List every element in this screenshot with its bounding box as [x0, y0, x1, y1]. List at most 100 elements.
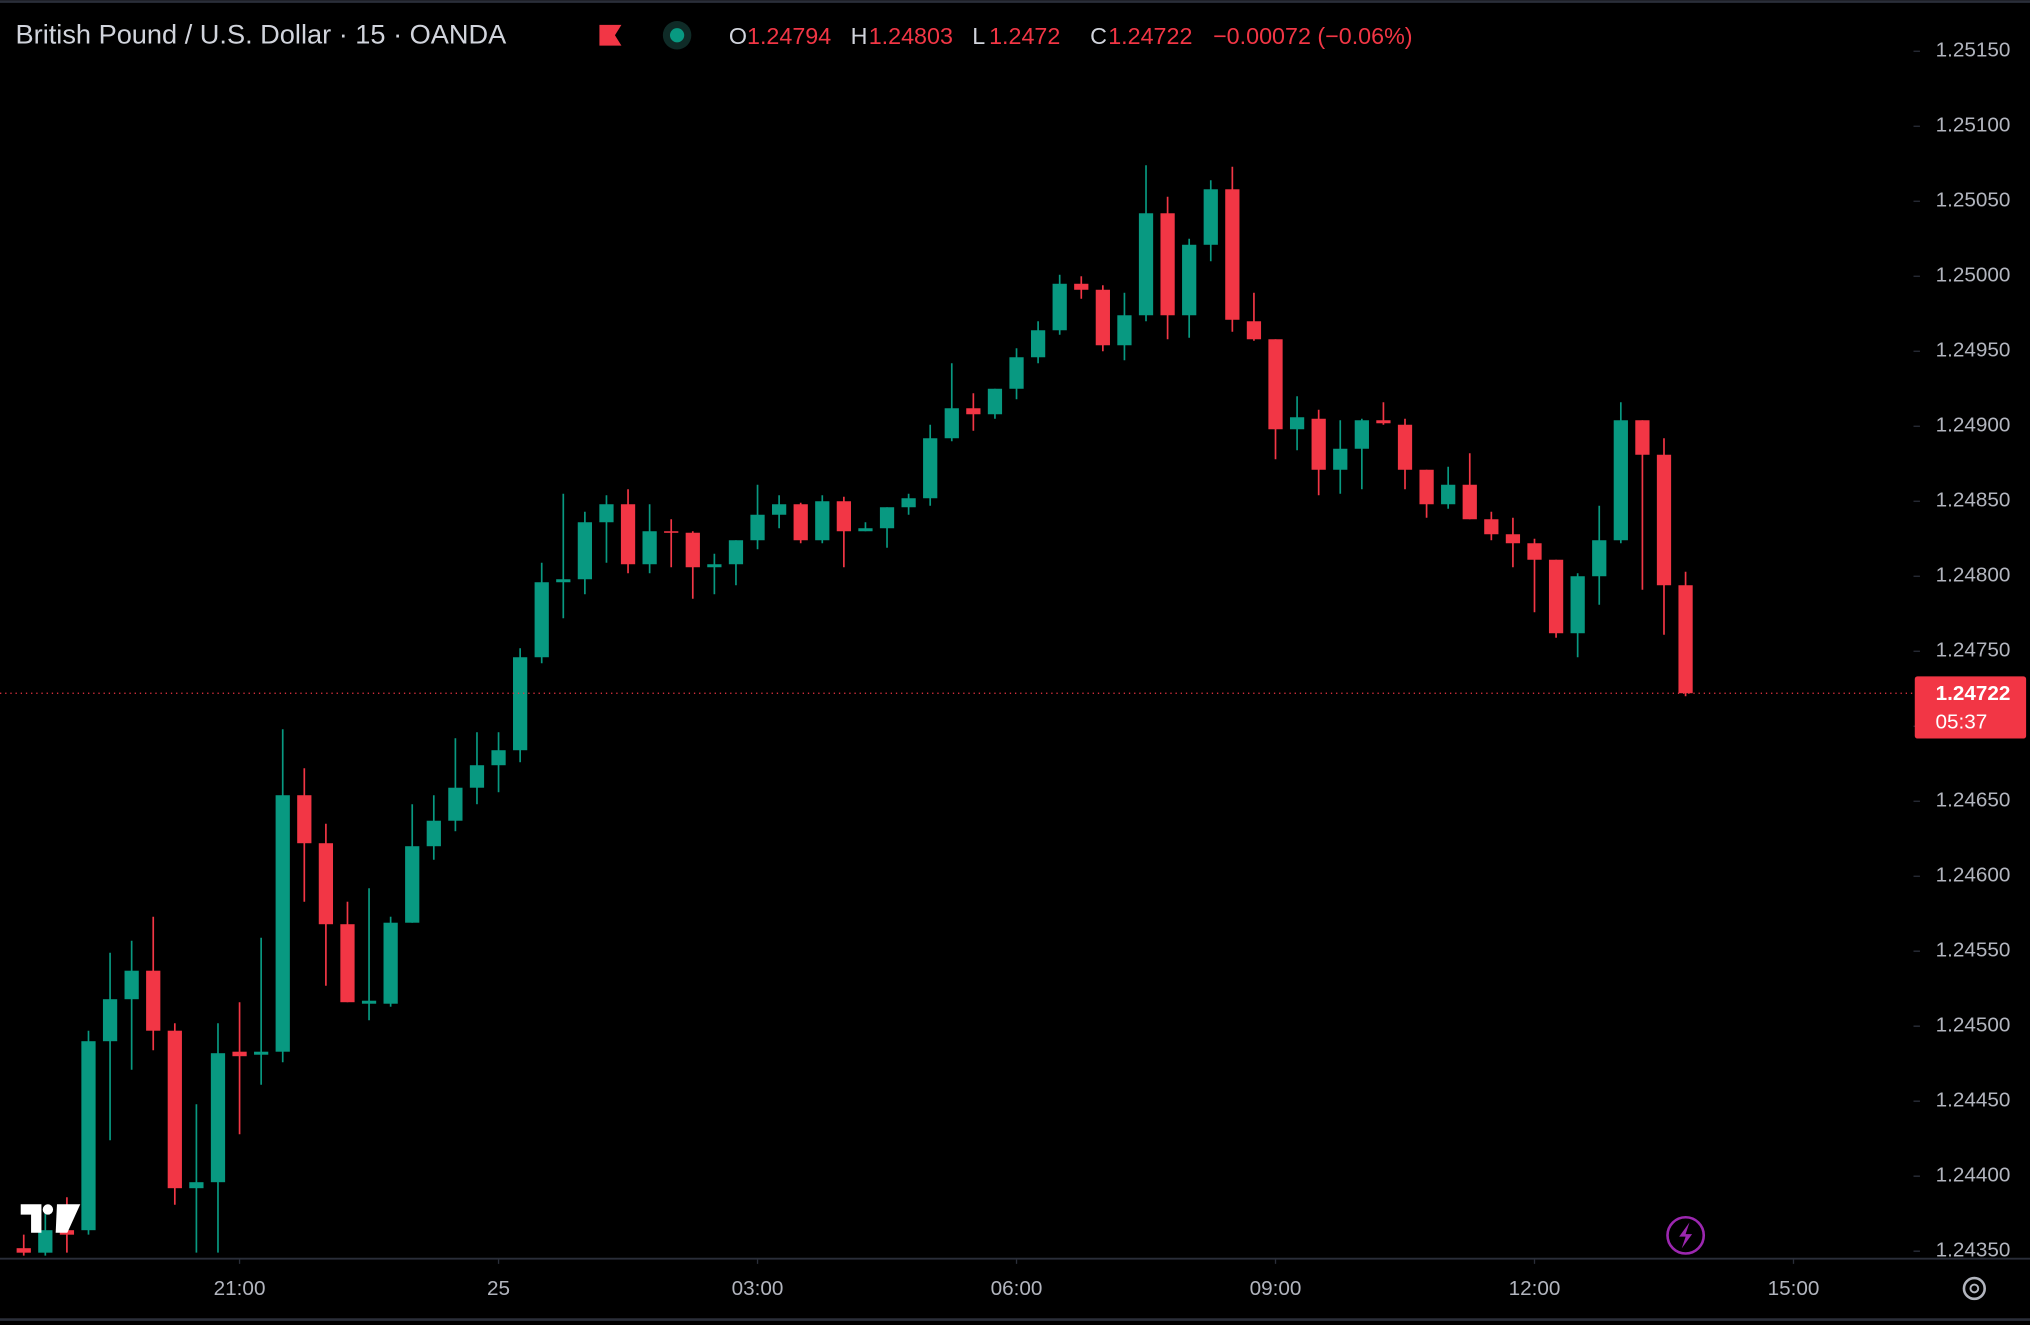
ohlc-value: 1.24794 [747, 23, 831, 49]
candle-body [1505, 534, 1521, 544]
flag-icon[interactable] [599, 24, 622, 46]
y-tick-label: 1.24900 [1936, 414, 2011, 437]
x-tick-label: 15:00 [1768, 1277, 1820, 1300]
settings-button[interactable] [1962, 1276, 1986, 1301]
candle-body [815, 501, 830, 541]
candle-body [879, 507, 895, 529]
y-tick-label: 1.25100 [1936, 114, 2011, 137]
candle-body [1311, 418, 1326, 470]
countdown: 05:37 [1935, 710, 1987, 733]
ohlc-letter: L [972, 23, 985, 49]
candle-body [577, 522, 593, 580]
candle-body [728, 540, 744, 565]
y-tick-label: 1.24950 [1936, 339, 2011, 362]
candle-body [1635, 420, 1650, 455]
candle-body [1246, 321, 1262, 340]
ohlc-letter: C [1090, 23, 1107, 49]
candle-body [1225, 189, 1240, 320]
candle-body [534, 582, 549, 658]
candle-body [210, 1053, 226, 1183]
candle-body [38, 1230, 53, 1253]
candle-body [318, 843, 334, 925]
candle-body [469, 765, 485, 788]
ohlc-letter: O [729, 23, 747, 49]
candle-body [1289, 417, 1305, 430]
ohlc-value: 1.2472 [989, 23, 1060, 49]
candle-body [1376, 420, 1391, 424]
price-tag-value: 1.24722 [1936, 682, 2011, 705]
candle-body [556, 579, 571, 583]
candle-body [685, 532, 700, 568]
y-tick-label: 1.24600 [1936, 864, 2011, 887]
status-dot[interactable] [669, 28, 685, 43]
candle-body [1397, 424, 1413, 470]
candle-body [81, 1041, 96, 1231]
y-tick-label: 1.24500 [1936, 1014, 2011, 1037]
candle-body [124, 970, 139, 1000]
candle-body [771, 504, 787, 515]
candle-body [405, 846, 420, 923]
candle-body [1613, 420, 1628, 541]
candle-body [1419, 469, 1434, 505]
price-axis: 1.24350 1.24400 1.24450 1.24500 1.24550 1.246… [1913, 39, 2011, 1262]
candle-body [1441, 484, 1456, 505]
x-tick-label: 12:00 [1509, 1277, 1561, 1300]
symbol-title: British Pound / U.S. Dollar · 15 · OANDA [16, 19, 508, 50]
candle-body [944, 408, 959, 439]
candle-body [707, 564, 722, 568]
y-tick-label: 1.24850 [1936, 489, 2011, 512]
candle-body [491, 750, 506, 766]
candle-body [1268, 339, 1283, 430]
candles [0, 165, 1914, 1256]
ohlc-value: 1.24803 [869, 23, 953, 49]
candle-body [16, 1248, 31, 1253]
candle-body [254, 1051, 269, 1055]
ohlc-value: 1.24722 [1108, 23, 1192, 49]
candle-body [1354, 420, 1369, 449]
candle-body [426, 820, 441, 847]
candle-body [102, 999, 118, 1042]
ohlc-letter: H [851, 23, 868, 49]
candle-body [642, 531, 657, 565]
y-tick-label: 1.24350 [1936, 1239, 2011, 1262]
candle-body [750, 514, 765, 541]
candle-body [664, 531, 679, 533]
y-tick-label: 1.24650 [1936, 789, 2011, 812]
candle-body [1009, 357, 1024, 389]
candle-body [1484, 519, 1499, 535]
candle-body [1462, 484, 1477, 520]
candle-body [1117, 315, 1132, 346]
candle-body [1678, 585, 1693, 694]
candle-body [146, 970, 161, 1031]
candle-body [361, 1000, 377, 1004]
candle-body [448, 787, 463, 821]
candle-body [275, 795, 290, 1052]
candle-body [513, 657, 528, 751]
y-tick-label: 1.25000 [1936, 264, 2011, 287]
candle-body [923, 438, 938, 499]
candle-body [1138, 213, 1154, 316]
x-tick-label: 25 [487, 1277, 510, 1300]
candle-body [1592, 540, 1607, 577]
time-axis: 21:00 25 03:00 06:00 09:00 12:00 15:00 [214, 1258, 1820, 1300]
lightning-button[interactable] [1666, 1215, 1706, 1255]
change: −0.00072 (−0.06%) [1213, 23, 1412, 49]
candle-body [1527, 543, 1542, 560]
candle-body [1570, 576, 1585, 634]
y-tick-label: 1.24750 [1936, 639, 2011, 662]
x-tick-label: 03:00 [732, 1277, 784, 1300]
candle-body [1203, 189, 1218, 245]
candle-body [966, 408, 981, 415]
candle-body [189, 1182, 204, 1189]
candle-body [1548, 559, 1564, 634]
candle-body [232, 1051, 247, 1057]
y-tick-label: 1.24400 [1936, 1164, 2011, 1187]
candle-body [793, 504, 808, 541]
candle-body [901, 498, 916, 508]
price-tag-box [1914, 676, 2027, 739]
candle-body [1333, 448, 1348, 470]
x-tick-label: 06:00 [991, 1277, 1043, 1300]
